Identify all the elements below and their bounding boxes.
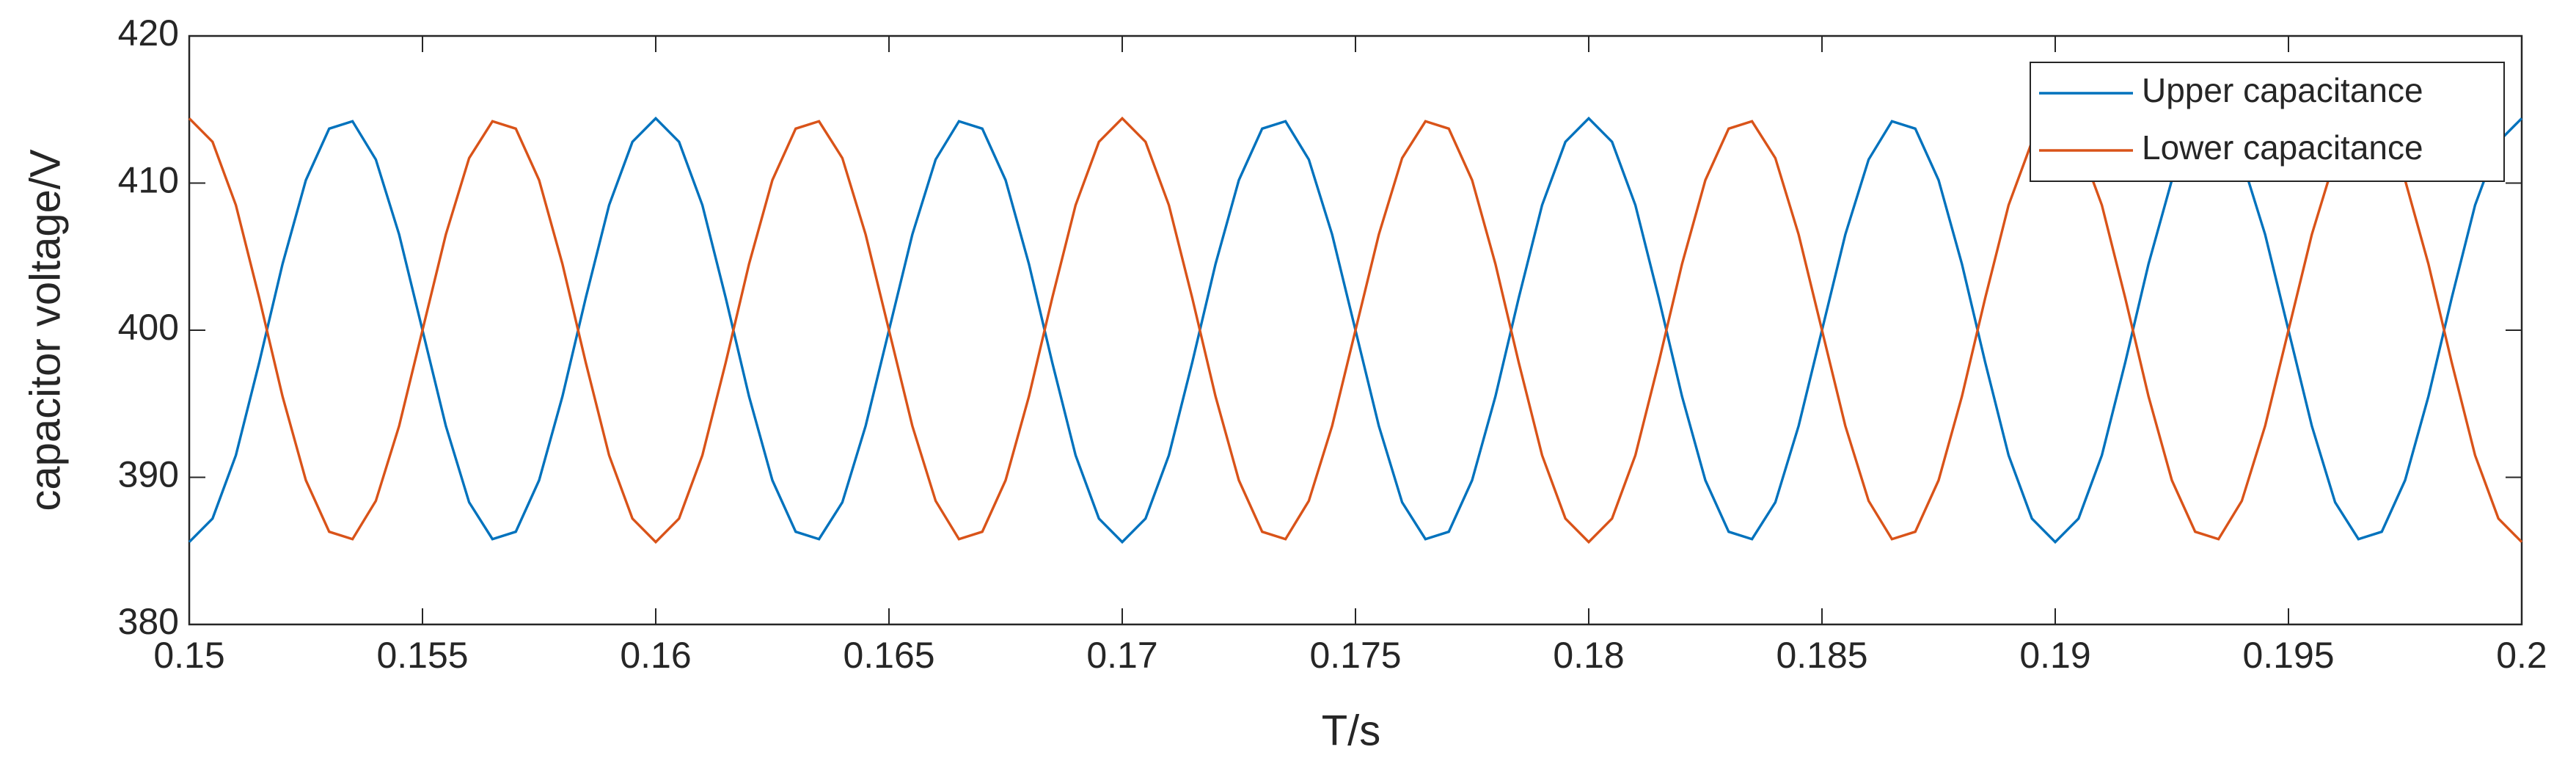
y-axis-label: capacitor voltage/V xyxy=(21,149,69,511)
y-tick-label: 380 xyxy=(118,601,179,642)
x-tick-label: 0.165 xyxy=(843,635,934,676)
x-tick-label: 0.155 xyxy=(376,635,468,676)
x-axis-label: T/s xyxy=(1322,707,1381,754)
x-tick-label: 0.175 xyxy=(1309,635,1401,676)
x-tick-label: 0.18 xyxy=(1553,635,1624,676)
x-tick-label: 0.195 xyxy=(2242,635,2334,676)
legend-box xyxy=(2030,62,2505,182)
x-tick-label: 0.16 xyxy=(620,635,691,676)
y-tick-label: 400 xyxy=(118,307,179,348)
y-tick-label: 410 xyxy=(118,160,179,201)
y-tick-label: 390 xyxy=(118,454,179,495)
legend-label: Lower capacitance xyxy=(2142,128,2423,167)
x-tick-label: 0.17 xyxy=(1086,635,1157,676)
x-tick-label: 0.185 xyxy=(1776,635,1867,676)
y-tick-label: 420 xyxy=(118,12,179,54)
legend-label: Upper capacitance xyxy=(2142,71,2423,109)
x-tick-label: 0.19 xyxy=(2019,635,2090,676)
data-line xyxy=(188,116,2523,544)
x-tick-label: 0.2 xyxy=(2496,635,2547,676)
x-tick-label: 0.15 xyxy=(153,635,224,676)
